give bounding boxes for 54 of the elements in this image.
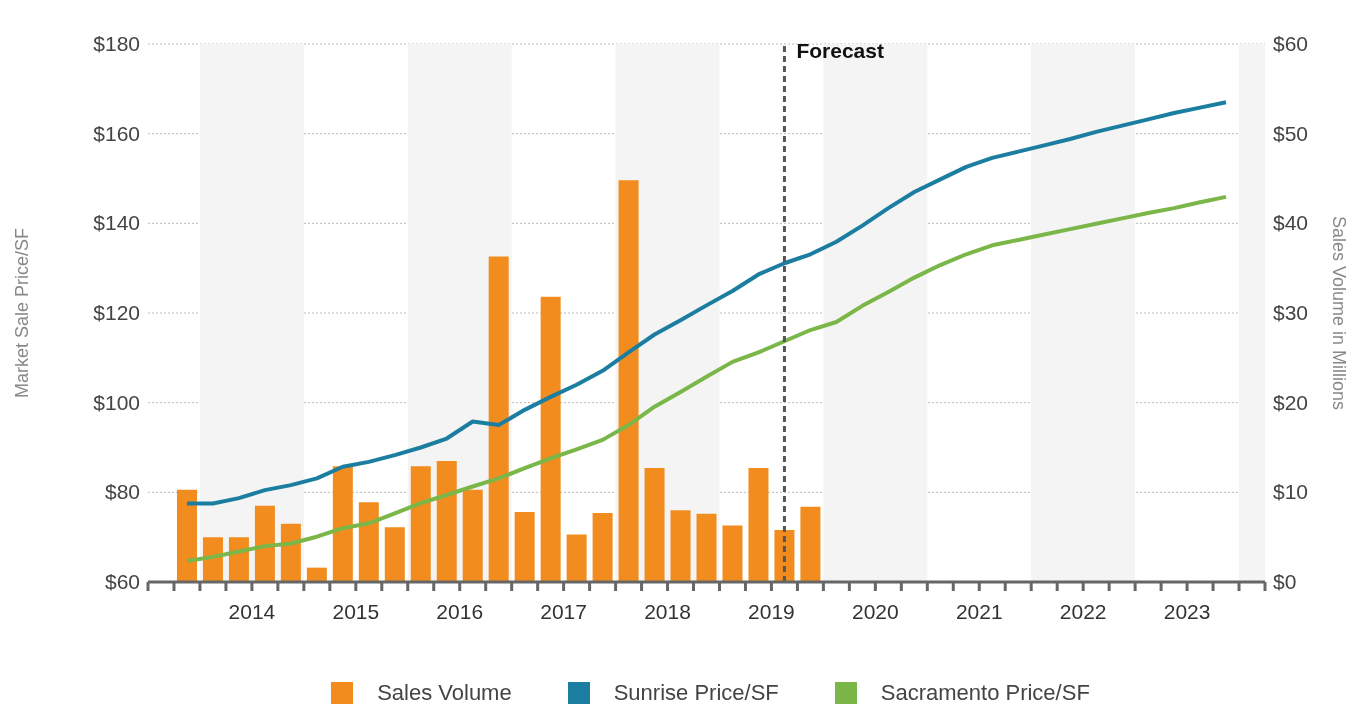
- line-series: [184, 194, 1229, 563]
- y2-tick-label: $40: [1273, 211, 1309, 235]
- bar: [618, 180, 639, 582]
- bar: [592, 512, 613, 582]
- x-tick-label: 2017: [540, 600, 587, 623]
- bar: [540, 296, 561, 582]
- x-tick-label: 2022: [1059, 600, 1107, 623]
- bar: [514, 512, 535, 582]
- y-tick-label: $100: [93, 390, 140, 414]
- bar: [254, 505, 275, 582]
- y2-tick-label: $50: [1273, 121, 1309, 145]
- bar: [280, 523, 301, 582]
- bar: [696, 513, 717, 582]
- x-tick-label: 2020: [851, 600, 899, 623]
- y-axis-title: Market Sale Price/SF: [12, 227, 33, 399]
- x-tick-label: 2023: [1163, 600, 1211, 623]
- y2-axis-title: Sales Volume in Millions: [1328, 215, 1349, 411]
- y-tick-label: $60: [104, 570, 140, 593]
- bar: [670, 510, 691, 582]
- y-tick-label: $80: [104, 480, 140, 504]
- y2-tick-label: $30: [1273, 301, 1309, 324]
- bar: [176, 489, 197, 582]
- x-tick-label: 2015: [332, 600, 380, 623]
- bar: [384, 527, 405, 582]
- bar: [566, 534, 587, 582]
- bar: [488, 256, 509, 582]
- y-tick-label: $160: [93, 121, 140, 145]
- ref-line-label: Forecast: [796, 39, 884, 62]
- y-tick-label: $180: [93, 32, 140, 55]
- bar: [358, 502, 379, 582]
- x-tick-label: 2014: [228, 600, 276, 623]
- x-tick-label: 2018: [644, 600, 691, 623]
- legend-label: Sacramento Price/SF: [880, 680, 1090, 706]
- bar: [462, 489, 483, 582]
- bar: [644, 468, 665, 582]
- bar: [436, 460, 457, 582]
- y-tick-label: $140: [93, 211, 140, 235]
- x-tick-label: 2016: [436, 600, 484, 623]
- x-tick-label: 2021: [955, 600, 1003, 623]
- y2-tick-label: $60: [1273, 32, 1309, 55]
- bar: [410, 466, 431, 582]
- legend-label: Sunrise Price/SF: [613, 680, 779, 706]
- bar: [722, 525, 743, 582]
- line-series: [184, 100, 1229, 506]
- y2-tick-label: $0: [1273, 570, 1297, 593]
- legend-label: Sales Volume: [377, 680, 512, 706]
- bar: [332, 466, 353, 582]
- y2-tick-label: $10: [1273, 480, 1309, 504]
- x-tick-label: 2019: [748, 600, 795, 623]
- bar: [748, 468, 769, 582]
- y-tick-label: $120: [93, 301, 140, 324]
- y2-tick-label: $20: [1273, 390, 1309, 414]
- bar: [800, 506, 821, 582]
- bar: [306, 567, 327, 582]
